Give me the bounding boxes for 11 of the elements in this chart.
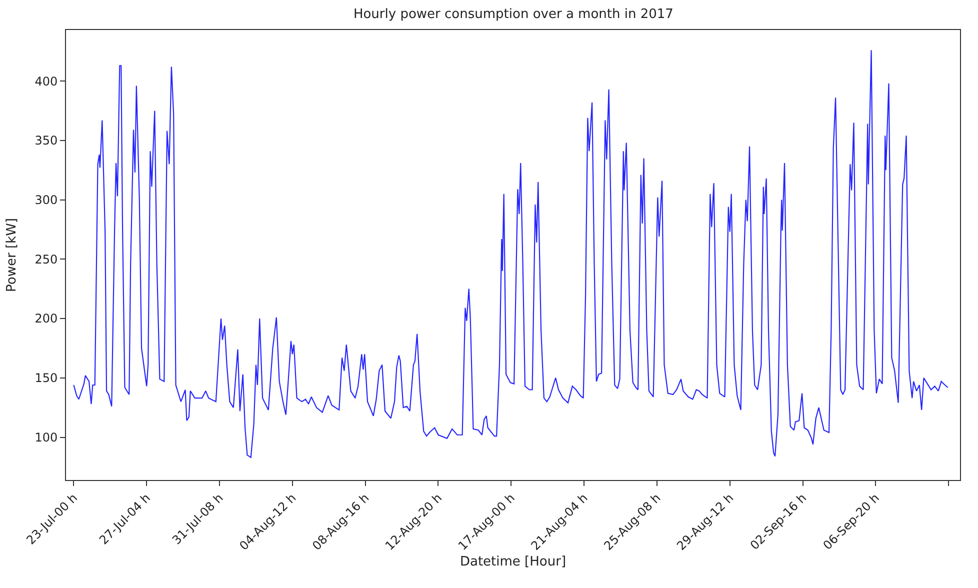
y-tick-label: 250 xyxy=(34,252,58,266)
y-tick-label: 350 xyxy=(34,134,58,148)
y-axis-title: Power [kW] xyxy=(4,218,20,292)
x-axis-title: Datetime [Hour] xyxy=(460,554,566,570)
y-tick-label: 100 xyxy=(34,430,58,444)
y-tick-label: 400 xyxy=(34,74,58,88)
y-tick-label: 150 xyxy=(34,371,58,386)
y-tick-label: 200 xyxy=(34,312,58,326)
y-tick-label: 300 xyxy=(34,192,58,207)
chart-title: Hourly power consumption over a month in 2017 xyxy=(353,6,674,22)
line-series xyxy=(73,50,948,458)
